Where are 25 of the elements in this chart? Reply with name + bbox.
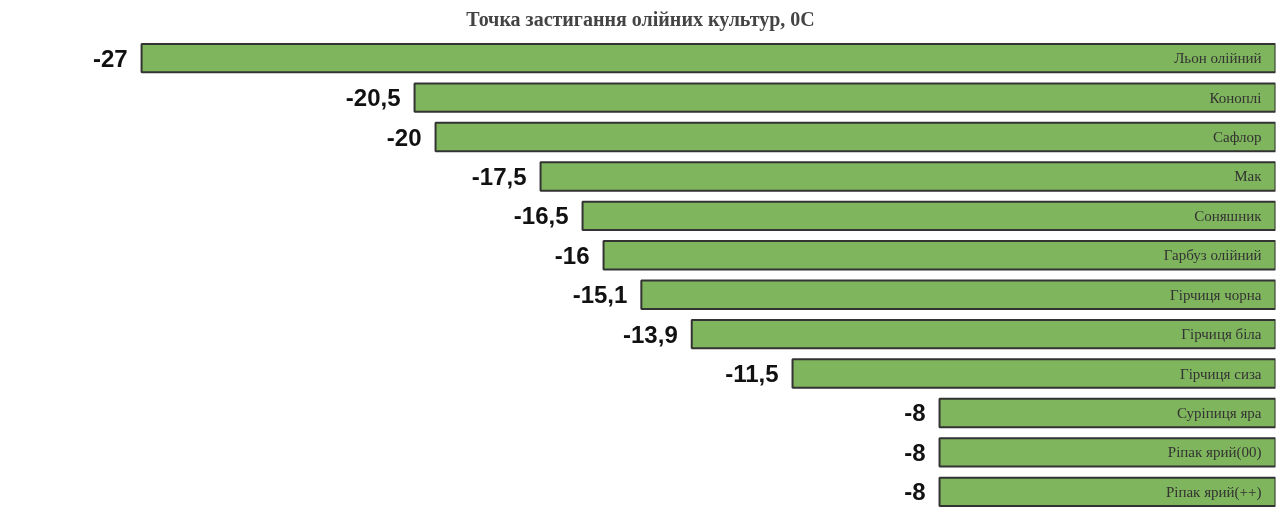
y-tick-label: Ріпак ярий(00)	[1167, 444, 1262, 462]
y-tick-label: Суріпиця яра	[1176, 404, 1262, 421]
y-tick-label: Гірчиця сиза	[1180, 365, 1262, 382]
data-label: -16	[554, 241, 590, 269]
data-label: -8	[904, 438, 926, 466]
y-tick-label: Мак	[1234, 168, 1263, 185]
data-label: -8	[904, 399, 926, 427]
y-tick-label: Соняшник	[1194, 207, 1263, 224]
y-tick-label: Гірчиця біла	[1181, 326, 1262, 343]
data-label: -13,9	[623, 320, 678, 348]
data-label: -8	[904, 478, 926, 506]
y-tick-label: Коноплі	[1209, 89, 1262, 106]
y-tick-label: Ріпак ярий(++)	[1165, 483, 1262, 501]
data-label: -17,5	[471, 162, 527, 190]
y-tick-label: Гірчиця чорна	[1170, 286, 1262, 303]
y-tick-label: Сафлор	[1213, 129, 1262, 146]
data-label: -27	[92, 44, 128, 72]
data-label: -15,1	[572, 281, 628, 309]
data-label: -20	[386, 123, 422, 151]
data-label: -16,5	[513, 202, 569, 230]
y-tick-label: Льон олійний	[1174, 50, 1262, 67]
chart-title: Точка застигання олійних культур, 0С	[466, 7, 815, 31]
data-label: -11,5	[725, 360, 779, 388]
y-tick-label: Гарбуз олійний	[1163, 247, 1262, 264]
data-label: -20,5	[345, 84, 401, 112]
